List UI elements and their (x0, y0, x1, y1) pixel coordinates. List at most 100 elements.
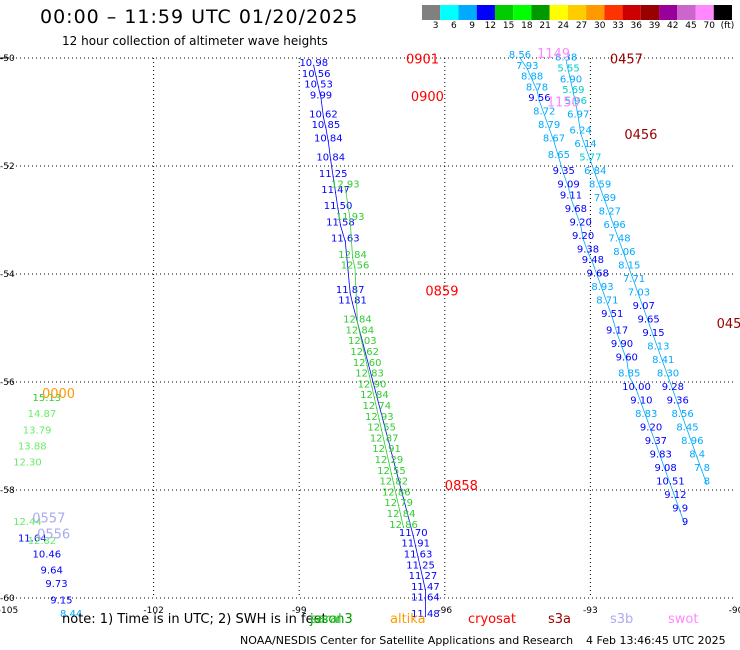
wave-height-value: 12.91 (372, 444, 401, 455)
x-tick-label: -105 (0, 606, 18, 616)
wave-height-value: 8.65 (548, 150, 570, 161)
colorbar-label: 12 (484, 21, 497, 31)
colorbar-labels: 3 6 9 12 15 18 21 24 27 30 33 36 39 42 45 70 (ft) (422, 21, 735, 33)
wave-height-value: 12.55 (367, 423, 396, 434)
wave-height-value: 12.93 (331, 180, 360, 191)
wave-height-value: 9.60 (616, 352, 638, 363)
colorbar-label: 15 (502, 21, 515, 31)
wave-height-value: 9.11 (560, 190, 582, 201)
wave-height-value: 12.84 (387, 509, 416, 520)
pass-time-label: 0859 (425, 285, 458, 300)
wave-height-value: 12.84 (360, 390, 389, 401)
colorbar-label: 24 (557, 21, 570, 31)
wave-height-value: 9.10 (630, 396, 652, 407)
wave-height-value: 7.89 (594, 193, 616, 204)
wave-height-value: 11.48 (411, 609, 440, 620)
wave-height-value: 14.87 (28, 409, 57, 420)
colorbar-swatch (640, 5, 660, 20)
wave-height-value: 5.55 (557, 64, 579, 75)
colorbar-label: 45 (685, 21, 697, 31)
wave-height-value: 10.85 (312, 120, 341, 131)
wave-height-value: 8.78 (526, 82, 548, 93)
wave-height-value: 12.79 (384, 498, 413, 509)
footer-note: note: 1) Time is in UTC; 2) SWH is in fe… (62, 612, 327, 627)
legend-item-cryosat: cryosat (468, 612, 516, 627)
pass-time-label: 0000 (42, 387, 75, 402)
colorbar-swatch (604, 5, 623, 20)
wave-height-value: 12.60 (353, 358, 382, 369)
wave-height-value: 12.82 (380, 477, 409, 488)
wave-height-value: 9.51 (601, 309, 623, 320)
wave-height-value: 11.93 (336, 212, 365, 223)
legend-item-jason3: jason3 (310, 612, 353, 627)
wave-height-value: 9.99 (310, 91, 332, 102)
wave-height-value: 12.44 (13, 517, 42, 528)
x-tick-label: -93 (583, 606, 598, 616)
wave-height-value: 8.79 (538, 120, 560, 131)
colorbar-swatch (659, 5, 678, 20)
wave-height-value: 11.50 (324, 201, 353, 212)
colorbar-swatch (494, 5, 514, 20)
wave-height-value: 9.09 (557, 180, 579, 191)
wave-height-value: 8.27 (599, 207, 621, 218)
wave-height-value: 10.46 (33, 550, 62, 561)
wave-height-value: 8.38 (555, 53, 577, 64)
wave-height-value: 12.55 (377, 466, 406, 477)
wave-height-value: 7.48 (608, 234, 630, 245)
wave-height-value: 12.03 (348, 336, 377, 347)
wave-height-value: 9.9 (672, 504, 688, 515)
pass-time-label: 0900 (411, 90, 444, 105)
wave-height-value: 12.93 (365, 412, 394, 423)
wave-height-value: 9.90 (611, 339, 633, 350)
wave-height-value: 12.82 (28, 536, 57, 547)
pass-time-label: 0456 (624, 128, 657, 143)
wave-height-value: 6.90 (560, 74, 582, 85)
wave-height-value: 10.62 (309, 109, 338, 120)
y-tick-label: -52 (0, 162, 15, 172)
colorbar-swatch (713, 5, 732, 20)
wave-height-value: 8.59 (589, 180, 611, 191)
wave-height-value: 6.24 (570, 126, 592, 137)
y-tick-label: -58 (0, 486, 15, 496)
wave-height-value: 9.68 (587, 269, 609, 280)
colorbar-swatch (531, 5, 550, 20)
wave-height-value: 9.08 (654, 463, 676, 474)
wave-height-value: 9.37 (645, 436, 667, 447)
wave-height-value: 8.83 (635, 409, 657, 420)
y-tick-label: -56 (0, 378, 15, 388)
wave-height-value: 7.03 (628, 288, 650, 299)
wave-height-value: 9.68 (565, 204, 587, 215)
wave-height-value: 6.97 (567, 109, 589, 120)
colorbar-swatch (677, 5, 696, 20)
wave-height-value: 9.28 (662, 382, 684, 393)
pass-time-label: 0455 (717, 317, 740, 332)
wave-height-value: 7.71 (623, 274, 645, 285)
track-line (313, 66, 426, 617)
colorbar-label: 18 (521, 21, 533, 31)
colorbar-swatch (549, 5, 568, 20)
legend-item-altika: altika (390, 612, 426, 627)
wave-height-value: 11.63 (404, 550, 433, 561)
wave-height-value: 11.64 (18, 533, 47, 544)
wave-height-value: 8.4 (689, 450, 705, 461)
x-tick-label: -99 (292, 606, 307, 616)
wave-height-value: 12.62 (350, 347, 379, 358)
wave-height-value: 12.86 (382, 487, 411, 498)
wave-height-value: 8.72 (533, 107, 555, 118)
wave-height-value: 12.30 (13, 458, 42, 469)
pass-time-label: 0556 (37, 528, 70, 543)
colorbar-label: 70 (703, 21, 715, 31)
colorbar-label: (ft) (720, 21, 735, 31)
wave-height-value: 12.29 (375, 455, 404, 466)
colorbar-swatch (586, 5, 605, 20)
wave-height-value: 12.84 (338, 250, 367, 261)
wave-height-value: 10.84 (316, 153, 345, 164)
pass-time-label: 0901 (406, 52, 439, 67)
wave-height-value: 9.15 (50, 595, 72, 606)
wave-height-value: 7.8 (694, 463, 710, 474)
wave-height-value: 8.93 (591, 282, 613, 293)
wave-height-value: 11.63 (331, 234, 360, 245)
wave-height-value: 12.87 (370, 433, 399, 444)
wave-height-value: 11.64 (411, 593, 440, 604)
colorbar-swatch (440, 5, 459, 20)
